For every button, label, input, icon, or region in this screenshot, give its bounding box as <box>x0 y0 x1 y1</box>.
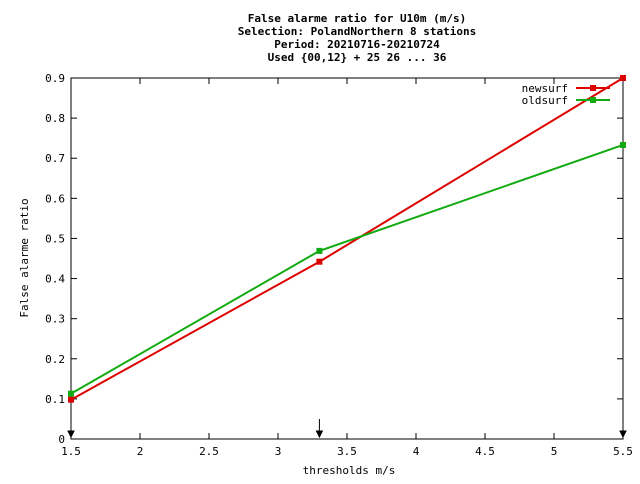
y-tick-label: 0.1 <box>45 393 65 406</box>
arrow-marker-head <box>315 430 324 439</box>
chart-title: False alarme ratio for U10m (m/s)Selecti… <box>238 12 476 64</box>
title-line-0: False alarme ratio for U10m (m/s) <box>248 12 467 25</box>
y-tick-label: 0.8 <box>45 112 65 125</box>
y-tick-label: 0.6 <box>45 192 65 205</box>
x-tick-label: 5.5 <box>613 445 633 458</box>
plot-frame <box>70 77 624 440</box>
y-tick-label: 0.7 <box>45 152 65 165</box>
y-tick-label: 0.2 <box>45 353 65 366</box>
y-tick-label: 0.3 <box>45 313 65 326</box>
x-axis-label: thresholds m/s <box>303 464 396 477</box>
legend-marker-oldsurf <box>590 97 596 103</box>
series-point-newsurf <box>68 396 74 403</box>
x-tick-label: 5 <box>551 445 558 458</box>
series-point-oldsurf <box>316 247 323 254</box>
y-tick-label: 0.4 <box>45 273 65 286</box>
axes: 1.5 2 2.5 3 3.5 4 4.5 5 5.5 0 0.1 0.2 0.3 0.4 0.5 0.6 0.… <box>45 72 633 458</box>
y-axis-label: False alarme ratio <box>18 198 31 317</box>
title-line-3: Used {00,12} + 25 26 ... 36 <box>268 51 447 64</box>
x-tick-label: 1.5 <box>61 445 81 458</box>
series-point-oldsurf <box>68 390 74 397</box>
x-tick-label: 3 <box>275 445 282 458</box>
title-line-2: Period: 20210716-20210724 <box>274 38 440 51</box>
y-tick-label: 0.5 <box>45 232 65 245</box>
x-tick-label: 4.5 <box>475 445 495 458</box>
x-tick-label: 2.5 <box>199 445 219 458</box>
series-line-oldsurf <box>70 144 624 395</box>
series-line-newsurf <box>70 77 624 401</box>
series-point-newsurf <box>620 75 626 81</box>
series-group <box>68 75 626 403</box>
x-tick-label: 4 <box>413 445 420 458</box>
x-tick-label: 2 <box>137 445 144 458</box>
y-tick-label: 0.9 <box>45 72 65 85</box>
title-line-1: Selection: PolandNorthern 8 stations <box>238 25 476 38</box>
x-tick-label: 3.5 <box>337 445 357 458</box>
y-tick-label: 0 <box>58 433 65 446</box>
series-point-newsurf <box>316 258 323 265</box>
legend-label-newsurf: newsurf <box>522 82 568 95</box>
series-point-oldsurf <box>620 141 626 148</box>
legend-marker-newsurf <box>590 85 596 91</box>
arrow-marker-head <box>67 430 75 439</box>
arrow-marker-head <box>619 430 627 439</box>
legend-label-oldsurf: oldsurf <box>522 94 568 107</box>
plot-area <box>70 77 624 440</box>
